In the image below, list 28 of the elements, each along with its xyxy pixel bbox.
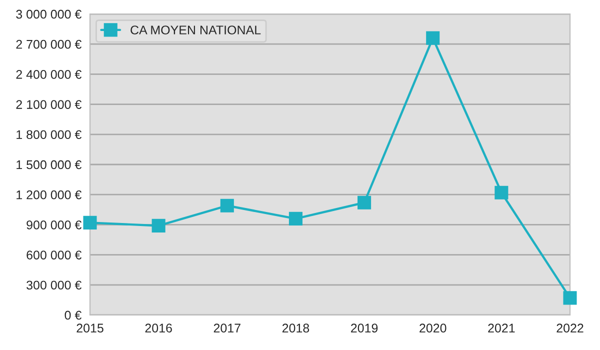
y-tick-label: 1 200 000 € [16, 190, 82, 200]
x-tick-label: 2015 [76, 324, 104, 333]
point [494, 186, 508, 200]
legend-label: CA MOYEN NATIONAL [130, 26, 261, 34]
y-tick-label: 2 700 000 € [16, 40, 82, 49]
y-tick-label: 1 500 000 € [16, 160, 82, 170]
y-tick-label: 300 000 € [26, 280, 82, 290]
point [83, 216, 97, 230]
x-tick-label: 2017 [214, 324, 240, 333]
y-tick-label: 3 000 000 € [16, 10, 82, 19]
y-tick-label: 600 000 € [26, 250, 82, 260]
y-tick-label: 900 000 € [26, 220, 82, 230]
x-tick-label: 2018 [282, 324, 310, 333]
point [426, 31, 440, 45]
point [288, 212, 302, 226]
y-tick-label: 1 800 000 € [16, 130, 82, 140]
y-tick-label: 0 € [64, 310, 82, 320]
point [152, 218, 166, 232]
x-tick-label: 2021 [488, 324, 515, 333]
point [220, 198, 234, 212]
x-tick-label: 2016 [145, 324, 172, 333]
point [563, 291, 577, 305]
y-tick-label: 2 100 000 € [16, 100, 82, 109]
x-tick-label: 2022 [556, 324, 584, 333]
x-tick-label: 2019 [351, 324, 378, 333]
x-tick-label: 2020 [420, 324, 446, 333]
y-tick-label: 2 400 000 € [16, 70, 82, 79]
point [358, 196, 372, 210]
